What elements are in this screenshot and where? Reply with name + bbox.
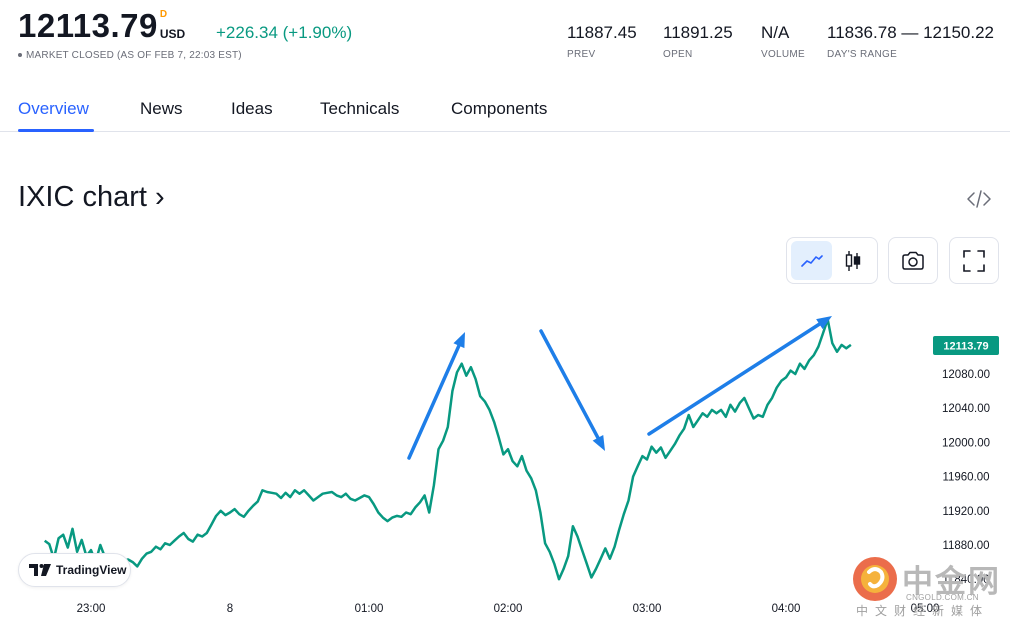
price-change: +226.34 (+1.90%) xyxy=(216,23,353,42)
currency-label: USD xyxy=(159,27,186,41)
fullscreen-button[interactable] xyxy=(954,241,994,280)
stat-volume: N/A VOLUME xyxy=(761,23,805,60)
tradingview-badge[interactable]: TradingView xyxy=(18,553,131,587)
watermark: 中金网 CNGOLD.COM.CN 中文财经新媒体 xyxy=(852,556,1002,620)
stat-label: PREV xyxy=(567,49,596,60)
price-axis: 12080.00 12040.00 12000.00 11960.00 11920.00… xyxy=(942,369,990,586)
tradingview-logo-icon xyxy=(29,564,51,576)
time-axis-label: 03:00 xyxy=(633,603,662,615)
candlestick-button[interactable] xyxy=(832,241,873,280)
chart-title-link[interactable]: IXIC chart › xyxy=(18,181,165,213)
tab-news[interactable]: News xyxy=(140,99,183,118)
stat-value: N/A xyxy=(761,23,790,42)
market-status-text: MARKET CLOSED (AS OF FEB 7, 22:03 EST) xyxy=(26,50,242,61)
fullscreen-icon xyxy=(963,249,985,272)
trend-arrow-head xyxy=(453,332,465,349)
line-chart-icon xyxy=(800,254,823,267)
time-axis-label: 02:00 xyxy=(494,603,523,615)
watermark-name: 中金网 xyxy=(902,564,1001,600)
screenshot-group xyxy=(888,237,938,284)
price-axis-label: 12040.00 xyxy=(942,403,990,415)
price-axis-label: 11880.00 xyxy=(942,540,989,552)
trend-arrows xyxy=(407,316,832,460)
market-status: MARKET CLOSED (AS OF FEB 7, 22:03 EST) xyxy=(18,50,242,61)
tab-overview[interactable]: Overview xyxy=(18,99,89,118)
badge-label: TradingView xyxy=(56,563,127,577)
stat-prev: 11887.45 PREV xyxy=(567,23,637,60)
screenshot-button[interactable] xyxy=(893,241,933,280)
time-axis-label: 8 xyxy=(227,603,233,615)
price-axis-label: 11840.00 xyxy=(942,574,989,586)
last-price-tag: 12113.79 xyxy=(933,336,999,355)
price-axis-label: 11960.00 xyxy=(942,472,989,484)
time-axis-label: 01:00 xyxy=(355,603,384,615)
tab-ideas[interactable]: Ideas xyxy=(231,99,273,118)
trend-arrow-line xyxy=(407,343,461,460)
price-axis-label: 12000.00 xyxy=(942,437,990,449)
stat-label: VOLUME xyxy=(761,49,806,60)
stat-open: 11891.25 OPEN xyxy=(663,23,733,60)
time-axis: 23:00 8 01:00 02:00 03:00 04:00 05:00 xyxy=(77,603,940,615)
trend-arrow-head xyxy=(592,434,605,451)
active-tab-indicator xyxy=(18,129,94,132)
time-axis-label: 04:00 xyxy=(772,603,801,615)
watermark-subtitle: 中文财经新媒体 xyxy=(856,604,990,618)
price-axis-label: 12080.00 xyxy=(942,369,990,381)
stat-value: 11836.78 — 12150.22 xyxy=(827,23,994,42)
camera-icon xyxy=(902,251,924,270)
trend-arrow-line xyxy=(647,322,822,436)
fullscreen-group xyxy=(949,237,999,284)
last-price: 12113.79 xyxy=(18,7,158,44)
price-axis-label: 11920.00 xyxy=(942,506,989,518)
time-axis-label: 05:00 xyxy=(911,603,940,615)
tab-technicals[interactable]: Technicals xyxy=(320,99,400,118)
price-meta: D USD xyxy=(160,6,186,46)
time-axis-label: 23:00 xyxy=(77,603,106,615)
price-block: 12113.79 D USD xyxy=(18,6,186,46)
last-price-tag-text: 12113.79 xyxy=(943,341,988,353)
price-chart[interactable]: 12080.00 12040.00 12000.00 11960.00 11920.00… xyxy=(0,290,1010,620)
line-chart-button[interactable] xyxy=(791,241,832,280)
status-dot-icon xyxy=(18,53,22,58)
watermark-domain: CNGOLD.COM.CN xyxy=(906,593,979,602)
stat-value: 11887.45 xyxy=(567,23,637,42)
delay-flag: D xyxy=(159,9,168,20)
tab-components[interactable]: Components xyxy=(451,99,548,118)
stat-label: OPEN xyxy=(663,49,693,60)
trend-arrow-line xyxy=(539,329,600,440)
price-line xyxy=(43,318,852,581)
cngold-logo-icon xyxy=(853,557,897,601)
stat-label: DAY'S RANGE xyxy=(827,49,898,60)
candlestick-icon xyxy=(845,250,860,271)
stat-days-range: 11836.78 — 12150.22 DAY'S RANGE xyxy=(827,23,994,60)
trend-arrow-head xyxy=(816,316,832,330)
tab-bar: Overview News Ideas Technicals Component… xyxy=(0,86,1010,132)
stat-value: 11891.25 xyxy=(663,23,733,42)
last-price-tag-bg xyxy=(933,336,999,355)
chart-style-toggle xyxy=(786,237,878,284)
embed-code-icon[interactable] xyxy=(966,188,992,210)
